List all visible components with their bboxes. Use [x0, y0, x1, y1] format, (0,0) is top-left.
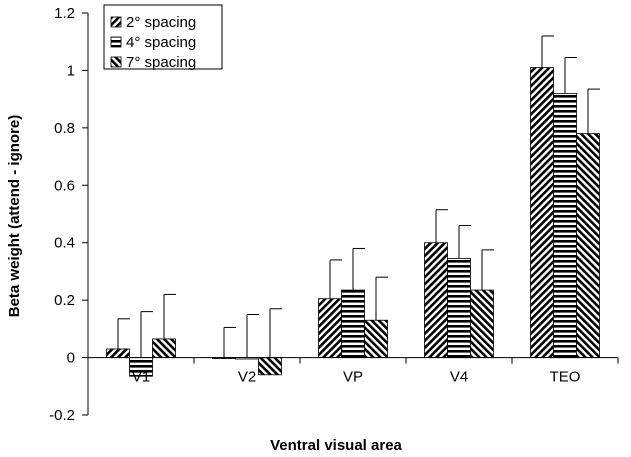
legend-box: [103, 4, 223, 70]
y-tick-label: 0: [67, 350, 75, 367]
y-tick-label: -0.2: [49, 407, 75, 424]
bar: [106, 348, 130, 358]
bar: [424, 242, 448, 358]
y-tick-label: 0.4: [54, 235, 75, 252]
x-tick-label: V1: [132, 369, 150, 386]
x-tick-label: V4: [450, 369, 468, 386]
bars: [106, 67, 600, 377]
legend-label: 7° spacing: [126, 54, 196, 71]
x-axis-title: Ventral visual area: [270, 437, 402, 454]
y-tick-label: 1: [67, 62, 75, 79]
bar: [318, 298, 342, 358]
bar: [553, 93, 577, 358]
bar: [530, 67, 554, 358]
legend: 2° spacing 4° spacing 7° spacing: [103, 4, 223, 71]
bar: [470, 289, 494, 358]
y-axis-title: Beta weight (attend - ignore): [6, 115, 23, 318]
x-axis: V1 V2 VP V4 TEO: [87, 357, 619, 386]
y-tick-label: 0.6: [54, 177, 75, 194]
bar: [447, 258, 471, 358]
bar: [152, 338, 176, 358]
x-tick-label: V2: [238, 369, 256, 386]
x-tick-label: TEO: [550, 369, 581, 386]
y-tick-label: 1.2: [54, 5, 75, 22]
legend-swatch: [110, 16, 122, 28]
bar: [258, 357, 282, 376]
legend-swatch: [110, 36, 122, 48]
legend-label: 4° spacing: [126, 34, 196, 51]
x-tick-label: VP: [343, 369, 363, 386]
bar: [364, 319, 388, 358]
error-bars: [117, 35, 600, 358]
y-tick-label: 0.2: [54, 292, 75, 309]
y-tick-label: 0.8: [54, 120, 75, 137]
legend-label: 2° spacing: [126, 14, 196, 31]
bar: [341, 289, 365, 358]
bar: [576, 133, 600, 358]
legend-swatch: [110, 56, 122, 68]
y-axis: 1.2 1 0.8 0.6 0.4 0.2 0 -0.2: [49, 5, 89, 424]
